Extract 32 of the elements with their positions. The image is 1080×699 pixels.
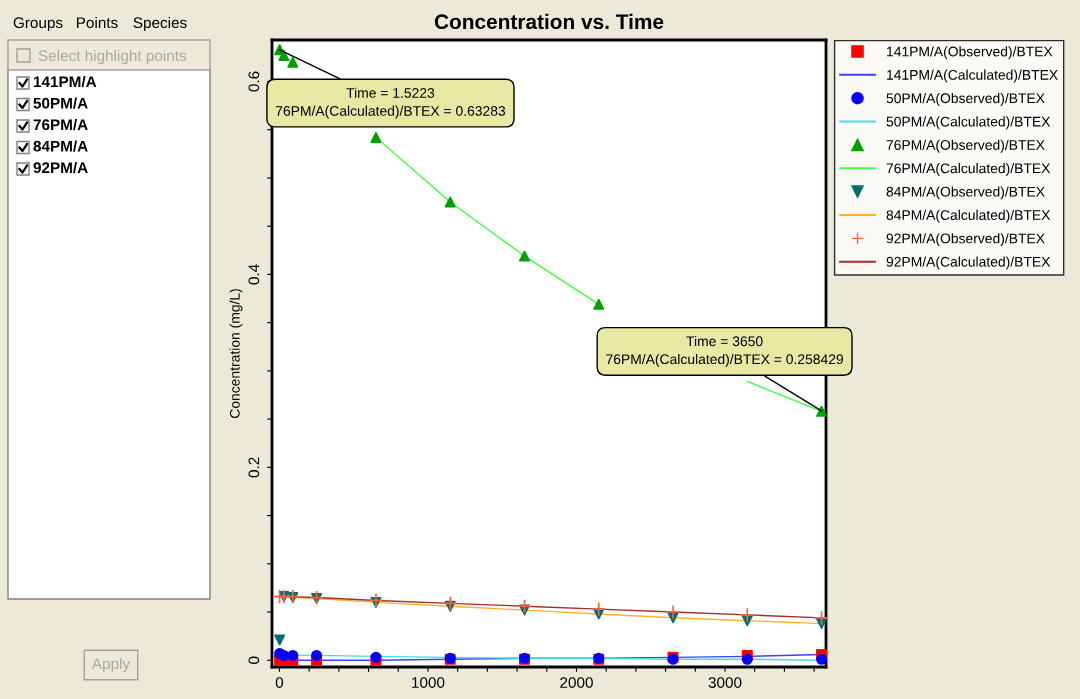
legend-label: 84PM/A(Observed)/BTEX: [886, 186, 1045, 200]
y-tick-label: 0.4: [248, 264, 260, 285]
text: 76PM/A: [33, 118, 88, 131]
y-tick-label: 0: [248, 656, 260, 664]
y-axis-title: Concentration (mg/L): [229, 289, 243, 419]
legend-label: 92PM/A(Calculated)/BTEX: [886, 256, 1051, 270]
chart-title: Concentration vs. Time: [434, 13, 664, 30]
text: Groups: [13, 17, 63, 32]
y-tick-label: 0.6: [248, 71, 260, 92]
x-tick-label: 2000: [560, 677, 593, 688]
x-tick-label: 3000: [708, 677, 742, 688]
annotation: Time = 1.5223 76PM/A(Calculated)/BTEX = 0.63283: [275, 87, 506, 119]
legend-label: 141PM/A(Observed)/BTEX: [887, 46, 1053, 60]
text: 50PM/A: [33, 97, 88, 109]
x-tick-label: 0: [275, 677, 284, 688]
legend-label: 84PM/A(Calculated)/BTEX: [886, 209, 1051, 223]
text: Points: [77, 16, 118, 29]
legend-label: 141PM/A(Calculated)/BTEX: [887, 69, 1058, 83]
legend-label: 76PM/A(Observed)/BTEX: [886, 139, 1045, 153]
text: Apply: [91, 657, 131, 673]
x-tick-label: 1000: [412, 677, 445, 688]
text: 92PM/A: [33, 161, 88, 174]
text: Select highlight points: [38, 49, 187, 65]
y-tick-label: 0.2: [248, 457, 260, 478]
legend-label: 50PM/A(Calculated)/BTEX: [886, 116, 1051, 130]
text: 141PM/A: [33, 75, 97, 88]
legend-label: 50PM/A(Observed)/BTEX: [886, 92, 1045, 106]
text: 84PM/A: [33, 140, 88, 152]
text: Species: [133, 16, 187, 32]
legend-label: 92PM/A(Observed)/BTEX: [886, 233, 1045, 247]
annotation: Time = 3650 76PM/A(Calculated)/BTEX = 0.258429: [606, 335, 844, 367]
legend-label: 76PM/A(Calculated)/BTEX: [886, 163, 1051, 176]
